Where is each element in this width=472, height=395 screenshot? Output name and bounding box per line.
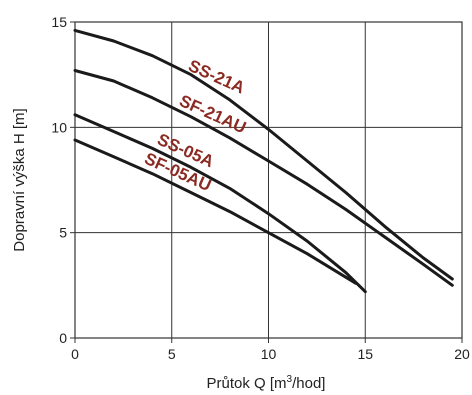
y-tick-label-10: 10 bbox=[51, 119, 67, 135]
x-tick-label-15: 15 bbox=[357, 346, 373, 362]
y-axis-label: Dopravní výška H [m] bbox=[11, 108, 28, 251]
y-tick-label-0: 0 bbox=[59, 330, 67, 346]
y-tick-label-15: 15 bbox=[51, 14, 67, 30]
curves bbox=[73, 28, 454, 294]
y-tick-label-5: 5 bbox=[59, 225, 67, 241]
curve-ss-05a bbox=[73, 113, 367, 294]
curve-sf-05au bbox=[73, 138, 358, 285]
curve-sf-21au bbox=[73, 69, 454, 287]
x-tick-label-10: 10 bbox=[261, 346, 277, 362]
curve-ss-21a bbox=[73, 28, 454, 281]
grid bbox=[70, 21, 463, 343]
x-tick-label-5: 5 bbox=[168, 346, 176, 362]
plot-frame bbox=[74, 21, 463, 339]
tick-labels: 0 5 10 15 20 0 5 10 15 bbox=[51, 14, 470, 362]
x-tick-label-20: 20 bbox=[454, 346, 470, 362]
x-tick-label-0: 0 bbox=[71, 346, 79, 362]
x-axis-label: Průtok Q [m3/hod] bbox=[207, 374, 326, 392]
